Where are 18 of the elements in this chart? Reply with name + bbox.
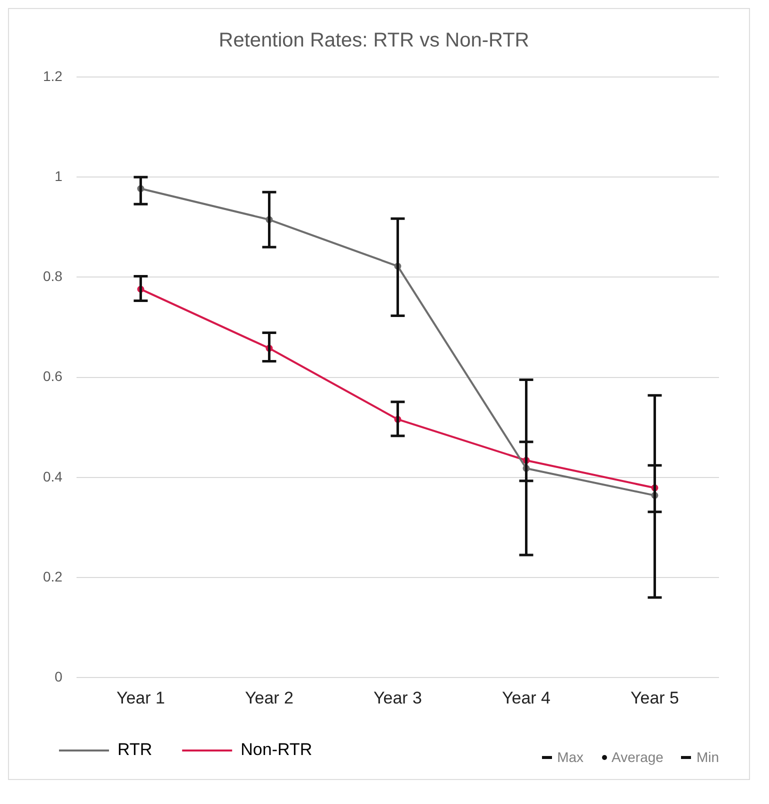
legend-label: RTR: [118, 740, 152, 760]
y-tick-label: 0.8: [42, 268, 63, 284]
y-tick-label: 0: [54, 668, 63, 684]
x-tick-label: Year 3: [373, 688, 422, 708]
y-tick-label: 0.2: [42, 568, 63, 584]
y-tick-label: 0.6: [42, 368, 63, 384]
chart-title: Retention Rates: RTR vs Non-RTR: [218, 30, 530, 52]
text: Average: [612, 749, 664, 765]
text: Min: [696, 749, 719, 765]
legend-label: Non-RTR: [240, 740, 312, 760]
x-tick-label: Year 4: [502, 688, 551, 708]
x-tick-label: Year 5: [630, 688, 680, 708]
x-tick-label: Year 1: [116, 688, 165, 708]
x-tick-label: Year 2: [244, 688, 294, 708]
y-tick-label: 1: [54, 168, 63, 184]
text: Max: [557, 749, 584, 765]
y-tick-label: 0.4: [42, 468, 63, 484]
y-tick-label: 1.2: [42, 68, 63, 84]
